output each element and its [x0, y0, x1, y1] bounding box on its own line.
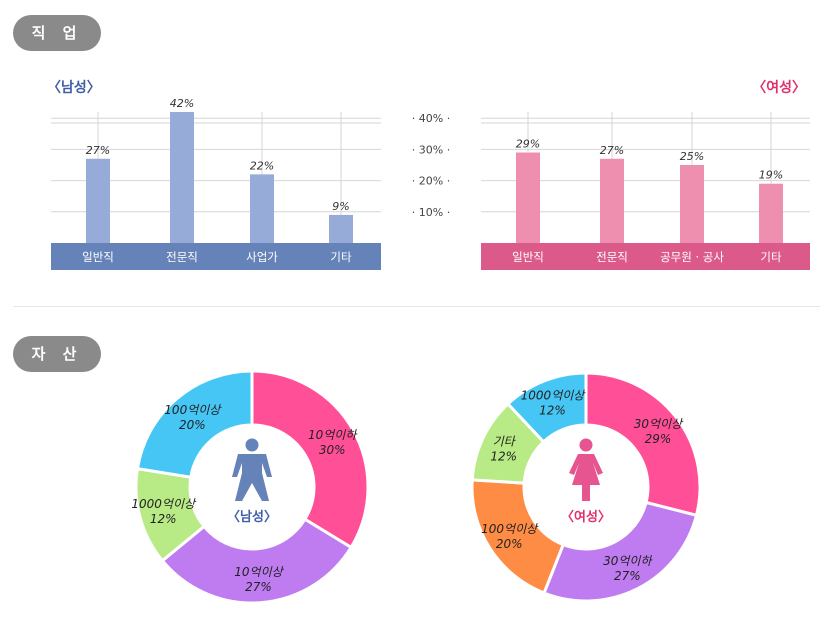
female-chart-title: 〈여성〉 [752, 79, 806, 96]
male-bar-value-label: 9% [332, 200, 349, 213]
female-figure-icon [569, 454, 603, 501]
male-slice-label: 10억이하 [308, 428, 358, 442]
female-slice-value-label: 12% [539, 403, 566, 417]
female-bar-value-label: 19% [759, 169, 783, 182]
female-bar [759, 183, 783, 243]
female-slice-label: 1000억이상 [521, 388, 587, 402]
male-slice-value-label: 20% [179, 418, 206, 432]
male-bar-value-label: 27% [86, 144, 110, 157]
male-slice-value-label: 30% [319, 443, 346, 457]
axis-tick-label: · 10% · [412, 206, 450, 219]
male-slice-label: 1000억이상 [131, 497, 197, 511]
female-slice-value-label: 12% [490, 449, 517, 463]
section-pill-job: 직 업 [13, 15, 101, 51]
male-bar [329, 214, 353, 243]
male-slice-label: 100억이상 [164, 403, 222, 417]
axis-tick-label: · 40% · [412, 112, 450, 125]
female-slice [542, 500, 699, 603]
male-slice [135, 369, 254, 479]
male-bar-chart: 〈남성〉 27% 42% 22% 9% 일반직 전문직 사업가 기타 [47, 79, 381, 270]
female-slice [470, 478, 566, 595]
female-category-label: 기타 [760, 250, 782, 264]
male-slice-label: 10억이상 [234, 565, 284, 579]
female-bar-value-label: 27% [600, 144, 624, 157]
female-bar [680, 165, 704, 243]
male-category-label: 사업가 [246, 250, 278, 264]
female-slice-value-label: 20% [496, 537, 523, 551]
female-bar [600, 158, 624, 243]
male-category-label: 일반직 [82, 250, 114, 264]
male-figure-icon [232, 454, 272, 501]
male-chart-title: 〈남성〉 [47, 79, 101, 96]
female-bar [516, 152, 540, 243]
female-slice-label: 30억이상 [634, 417, 684, 431]
male-slice-value-label: 12% [150, 512, 177, 526]
male-slice-value-label: 27% [245, 580, 272, 594]
female-slice [584, 371, 702, 518]
female-slice-label: 100억이상 [481, 522, 539, 536]
female-category-label: 공무원 · 공사 [660, 250, 724, 264]
male-bar-value-label: 22% [250, 159, 274, 172]
female-donut-center-label: 〈여성〉 [561, 509, 611, 525]
female-category-label: 일반직 [512, 250, 544, 264]
female-slice-value-label: 27% [614, 569, 641, 583]
male-bar [86, 158, 110, 243]
male-bar-value-label: 42% [170, 97, 194, 110]
axis-tick-label: · 20% · [412, 175, 450, 188]
female-slice-value-label: 29% [645, 432, 672, 446]
axis-tick-label: · 30% · [412, 143, 450, 156]
male-slice [250, 369, 370, 550]
female-category-band [481, 243, 810, 270]
female-slice-label: 30억이하 [603, 554, 653, 568]
female-category-label: 전문직 [596, 250, 628, 264]
section-pill-asset: 자 산 [13, 336, 101, 372]
female-slice-label: 기타 [493, 434, 517, 448]
male-bar [250, 174, 274, 243]
female-slice [505, 371, 588, 444]
section-divider [13, 306, 820, 307]
male-bar [170, 111, 194, 244]
male-category-label: 전문직 [166, 250, 198, 264]
female-donut-chart: 30억이상29%30억이하27%100억이상20%기타12%1000억이상12%… [470, 371, 702, 603]
male-donut-center-label: 〈남성〉 [227, 509, 277, 525]
female-bar-value-label: 25% [680, 150, 704, 163]
male-category-band [51, 243, 381, 270]
female-person-icon [579, 438, 593, 452]
female-bar-value-label: 29% [516, 138, 540, 151]
female-bar-chart: 〈여성〉 29% 27% 25% 19% 일반직 전문직 공무원 · 공사 기타 [481, 79, 810, 270]
male-person-icon [245, 438, 259, 452]
male-slice [160, 517, 354, 605]
male-category-label: 기타 [330, 250, 352, 264]
